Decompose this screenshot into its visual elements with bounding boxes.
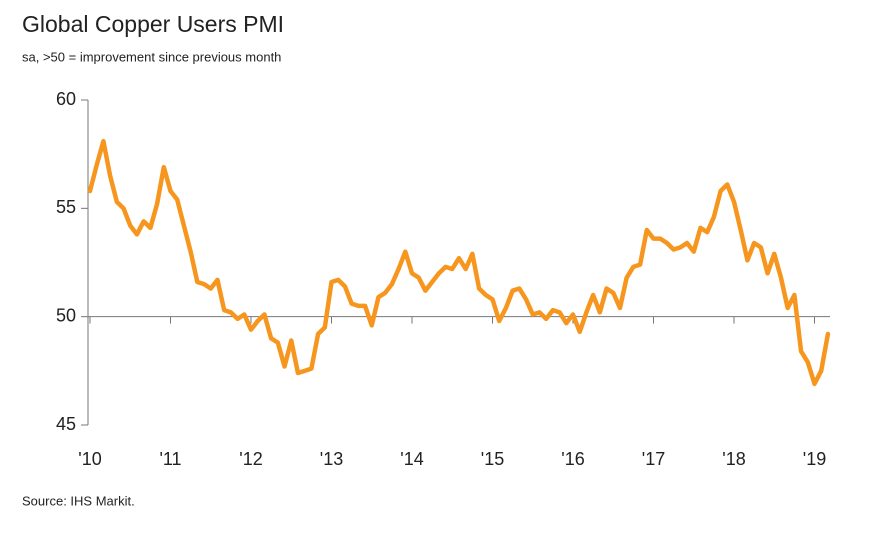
- x-tick-label: '14: [400, 449, 423, 469]
- y-tick-label: 55: [56, 197, 76, 217]
- x-tick-label: '13: [320, 449, 343, 469]
- y-tick-label: 60: [56, 89, 76, 109]
- source-note: Source: IHS Markit.: [22, 493, 135, 508]
- x-tick-label: '12: [239, 449, 262, 469]
- x-tick-label: '19: [803, 449, 826, 469]
- y-tick-label: 45: [56, 414, 76, 434]
- x-tick-label: '18: [722, 449, 745, 469]
- chart-title: Global Copper Users PMI: [22, 11, 284, 37]
- x-tick-label: '11: [159, 449, 181, 469]
- x-tick-label: '17: [642, 449, 665, 469]
- y-tick-label: 50: [56, 305, 76, 325]
- chart-subtitle: sa, >50 = improvement since previous mon…: [22, 49, 281, 64]
- x-tick-label: '15: [481, 449, 504, 469]
- x-tick-label: '10: [78, 449, 101, 469]
- data-line: [87, 138, 831, 387]
- x-tick-label: '16: [561, 449, 584, 469]
